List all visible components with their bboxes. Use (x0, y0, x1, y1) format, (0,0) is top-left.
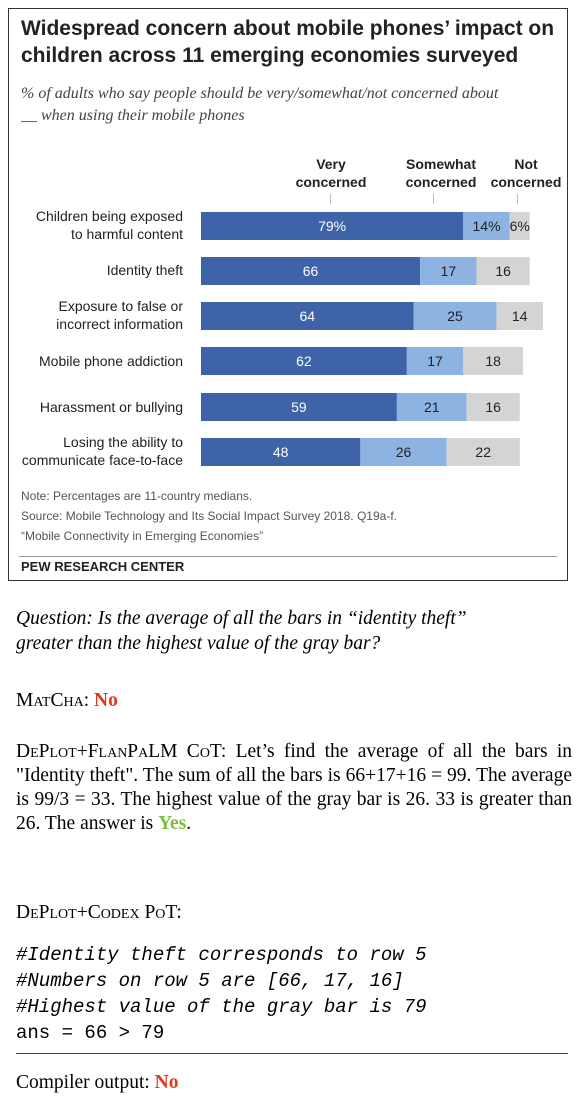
bar-somewhat-row-4 (406, 347, 464, 375)
bar-not-row-2 (476, 257, 530, 285)
bar-not-row-3 (496, 302, 543, 330)
bar-label-not-row-6: 22 (475, 444, 491, 460)
matcha-result: MatCha: No (16, 690, 118, 711)
bar-very-row-5 (201, 393, 397, 421)
chart-subtitle: % of adults who say people should be ver… (21, 83, 561, 127)
header-very-concerned: Very concerned (295, 156, 367, 190)
brand-label: PEW RESEARCH CENTER (21, 559, 185, 574)
bar-label-very-row-5: 59 (291, 399, 307, 415)
bar-not-row-6 (446, 438, 520, 466)
cot-result: DePlot+FlanPaLM CoT: Let’s find the aver… (16, 741, 572, 834)
bar-label-very-row-2: 66 (303, 263, 319, 279)
category-label-harassment: Harassment or bullying (39, 399, 183, 415)
code-line-4: ans = 66 > 79 (16, 1022, 165, 1044)
bar-label-somewhat-row-4: 17 (427, 353, 443, 369)
divider-rule (16, 1053, 568, 1054)
bar-label-very-row-1: 79% (318, 218, 346, 234)
chart-title-line-2: children across 11 emerging economies su… (21, 44, 519, 67)
bar-not-row-1 (509, 212, 530, 240)
chart-title-line-1: Widespread concern about mobile phones’ … (21, 17, 555, 40)
divider (19, 556, 557, 557)
cot-label: DePlot+FlanPaLM CoT: (16, 741, 227, 762)
chart-source-report: “Mobile Connectivity in Emerging Economi… (21, 529, 264, 543)
header-tick-somewhat (433, 194, 434, 204)
header-not-concerned: Not concerned (490, 156, 562, 190)
category-label-face-to-face: Losing the ability to communicate face-t… (21, 434, 183, 468)
bar-somewhat-row-1 (463, 212, 510, 240)
bar-label-not-row-4: 18 (485, 353, 501, 369)
bar-label-very-row-6: 48 (273, 444, 289, 460)
matcha-label: MatCha (16, 690, 84, 711)
bar-label-somewhat-row-2: 17 (441, 263, 457, 279)
category-label-false-information: Exposure to false or incorrect informati… (56, 298, 183, 332)
bar-very-row-3 (201, 302, 414, 330)
header-tick-very (330, 194, 331, 204)
bar-very-row-2 (201, 257, 421, 285)
cot-text: Let’s find the average of all the bars i… (16, 741, 572, 834)
compiler-label: Compiler output: (16, 1072, 150, 1093)
bar-somewhat-row-3 (413, 302, 497, 330)
header-somewhat-concerned: Somewhat concerned (405, 156, 477, 190)
bar-very-row-1 (201, 212, 464, 240)
bar-label-not-row-3: 14 (512, 308, 528, 324)
bar-label-somewhat-row-3: 25 (447, 308, 463, 324)
bar-somewhat-row-2 (420, 257, 477, 285)
code-line-1: #Identity theft corresponds to row 5 (16, 944, 427, 966)
bar-label-not-row-5: 16 (485, 399, 501, 415)
bar-somewhat-row-6 (360, 438, 447, 466)
compiler-answer: No (154, 1072, 179, 1093)
bar-label-somewhat-row-1: 14% (473, 218, 501, 234)
category-label-identity-theft: Identity theft (106, 262, 183, 278)
chart-subtitle-line-1: % of adults who say people should be ver… (21, 85, 499, 102)
bar-very-row-4 (201, 347, 407, 375)
bar-label-very-row-3: 64 (299, 308, 315, 324)
compiler-result: Compiler output: No (16, 1072, 179, 1094)
bar-label-not-row-1: 6% (510, 218, 530, 234)
category-label-phone-addiction: Mobile phone addiction (39, 353, 183, 369)
bar-not-row-4 (463, 347, 524, 375)
header-tick-not (517, 194, 518, 204)
category-label-harmful-content: Children being exposed to harmful conten… (35, 208, 183, 242)
bar-not-row-5 (466, 393, 520, 421)
chart-note: Note: Percentages are 11-country medians… (21, 489, 253, 503)
bar-plot-area: 79% 14% 6% 66 17 16 64 25 14 62 17 18 59 21 16 48 26 22 (201, 212, 543, 466)
bar-label-not-row-2: 16 (495, 263, 511, 279)
bar-label-somewhat-row-5: 21 (424, 399, 440, 415)
code-line-3: #Highest value of the gray bar is 79 (16, 996, 427, 1018)
bar-label-very-row-4: 62 (296, 353, 312, 369)
matcha-answer: No (93, 690, 118, 711)
bar-very-row-6 (201, 438, 361, 466)
chart-subtitle-line-2: __ when using their mobile phones (21, 107, 245, 124)
bar-somewhat-row-5 (396, 393, 467, 421)
chart-title: Widespread concern about mobile phones’ … (21, 15, 561, 69)
pot-label: DePlot+Codex PoT: (16, 902, 182, 923)
cot-answer: Yes (158, 813, 187, 834)
question-text: Question: Is the average of all the bars… (16, 608, 467, 654)
chart-source: Source: Mobile Technology and Its Social… (21, 509, 397, 523)
code-line-2: #Numbers on row 5 are [66, 17, 16] (16, 970, 404, 992)
bar-label-somewhat-row-6: 26 (396, 444, 412, 460)
chart-card: Widespread concern about mobile phones’ … (8, 8, 568, 581)
